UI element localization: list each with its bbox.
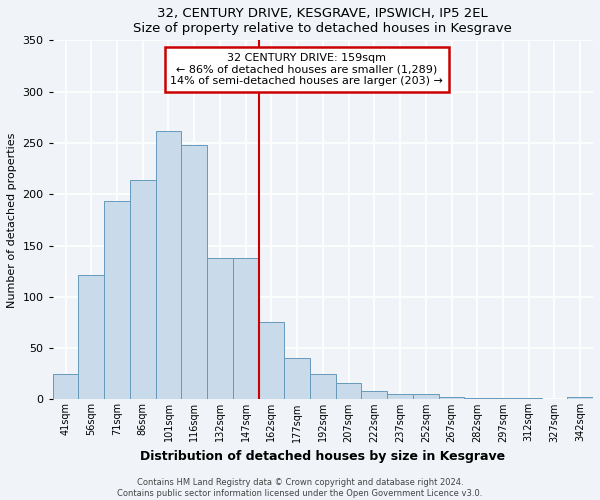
Bar	[207, 258, 233, 400]
Bar	[464, 398, 490, 400]
Bar	[259, 322, 284, 400]
Bar	[79, 276, 104, 400]
Bar	[516, 398, 542, 400]
Bar	[284, 358, 310, 400]
Bar	[130, 180, 155, 400]
Bar	[310, 374, 336, 400]
Bar	[413, 394, 439, 400]
Bar	[181, 145, 207, 400]
Bar	[336, 383, 361, 400]
Title: 32, CENTURY DRIVE, KESGRAVE, IPSWICH, IP5 2EL
Size of property relative to detac: 32, CENTURY DRIVE, KESGRAVE, IPSWICH, IP…	[133, 7, 512, 35]
Text: Contains HM Land Registry data © Crown copyright and database right 2024.
Contai: Contains HM Land Registry data © Crown c…	[118, 478, 482, 498]
Bar	[439, 398, 464, 400]
Bar	[104, 202, 130, 400]
Bar	[53, 374, 79, 400]
Bar	[155, 130, 181, 400]
Y-axis label: Number of detached properties: Number of detached properties	[7, 132, 17, 308]
Bar	[361, 391, 387, 400]
X-axis label: Distribution of detached houses by size in Kesgrave: Distribution of detached houses by size …	[140, 450, 505, 463]
Bar	[568, 398, 593, 400]
Bar	[490, 398, 516, 400]
Bar	[387, 394, 413, 400]
Text: 32 CENTURY DRIVE: 159sqm
← 86% of detached houses are smaller (1,289)
14% of sem: 32 CENTURY DRIVE: 159sqm ← 86% of detach…	[170, 53, 443, 86]
Bar	[233, 258, 259, 400]
